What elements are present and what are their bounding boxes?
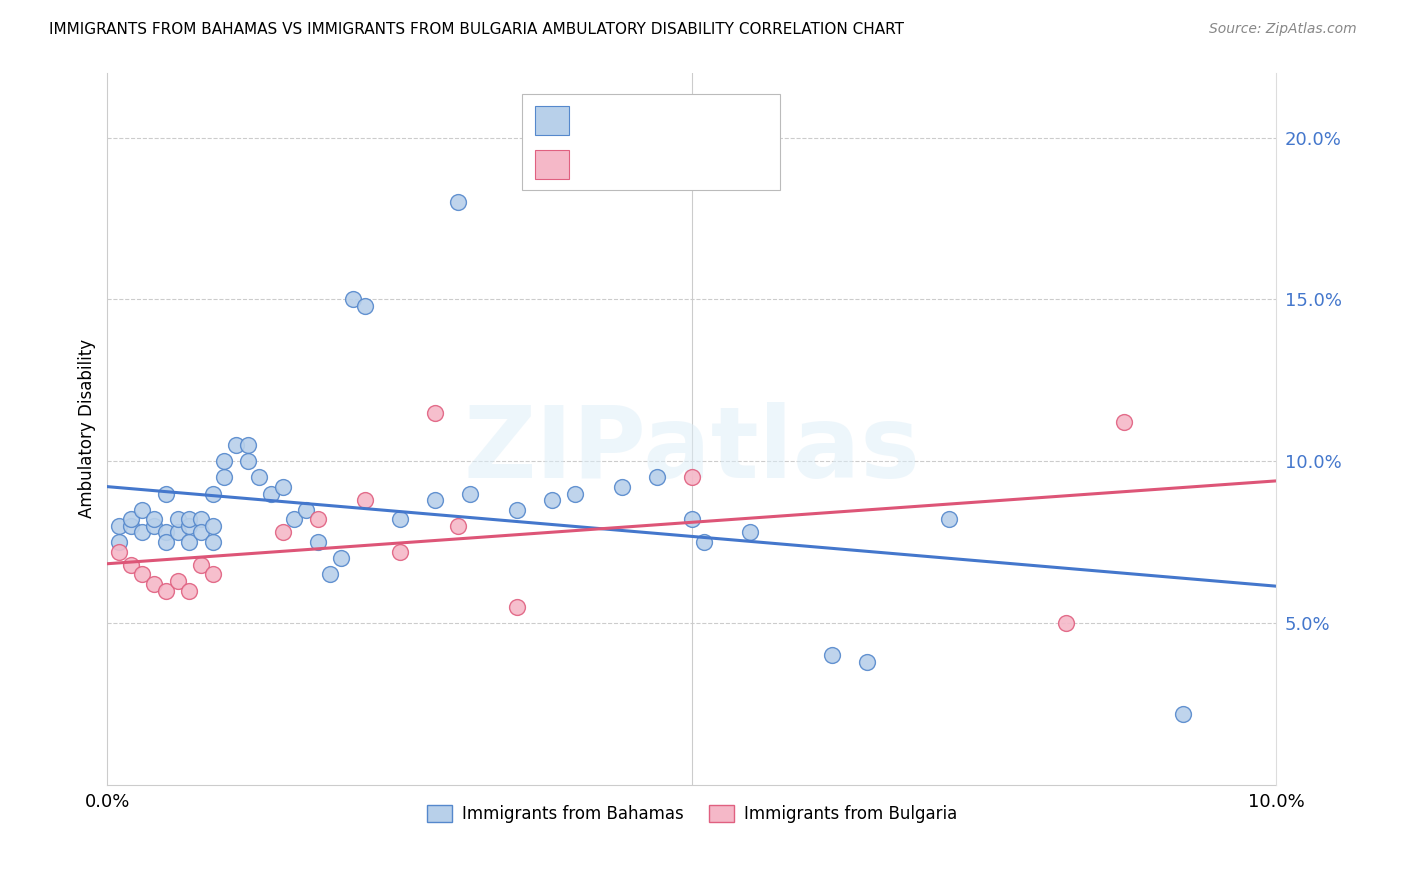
- Point: [388, 545, 411, 559]
- Point: [645, 470, 668, 484]
- Point: [692, 535, 714, 549]
- Point: [201, 486, 224, 500]
- Point: [190, 558, 212, 572]
- Point: [610, 480, 633, 494]
- Point: [179, 512, 201, 526]
- Point: [681, 512, 703, 526]
- Point: [447, 519, 470, 533]
- Point: [179, 535, 201, 549]
- Point: [131, 567, 153, 582]
- Point: [388, 512, 411, 526]
- Point: [131, 502, 153, 516]
- Point: [108, 545, 131, 559]
- Point: [155, 583, 177, 598]
- Point: [821, 648, 844, 663]
- Point: [143, 519, 166, 533]
- Point: [155, 486, 177, 500]
- Point: [342, 293, 364, 307]
- Point: [505, 502, 527, 516]
- Point: [108, 535, 131, 549]
- Point: [201, 535, 224, 549]
- Point: [938, 512, 960, 526]
- Point: [423, 406, 446, 420]
- Point: [201, 519, 224, 533]
- Point: [236, 454, 259, 468]
- Point: [120, 519, 142, 533]
- Point: [225, 438, 247, 452]
- Point: [155, 525, 177, 540]
- Point: [271, 480, 294, 494]
- Text: ZIPatlas: ZIPatlas: [464, 401, 921, 499]
- Point: [247, 470, 270, 484]
- Point: [131, 525, 153, 540]
- Point: [120, 512, 142, 526]
- Point: [190, 512, 212, 526]
- Point: [681, 470, 703, 484]
- Point: [155, 535, 177, 549]
- Point: [856, 655, 879, 669]
- Point: [179, 583, 201, 598]
- Point: [447, 195, 470, 210]
- Legend: Immigrants from Bahamas, Immigrants from Bulgaria: Immigrants from Bahamas, Immigrants from…: [420, 798, 963, 830]
- Point: [540, 493, 562, 508]
- Point: [283, 512, 305, 526]
- Point: [179, 519, 201, 533]
- Point: [271, 525, 294, 540]
- Point: [564, 486, 586, 500]
- Point: [505, 599, 527, 614]
- Point: [1114, 416, 1136, 430]
- Point: [166, 512, 188, 526]
- Point: [143, 512, 166, 526]
- Point: [260, 486, 283, 500]
- Text: Source: ZipAtlas.com: Source: ZipAtlas.com: [1209, 22, 1357, 37]
- Point: [1171, 706, 1194, 721]
- Point: [353, 299, 375, 313]
- Point: [214, 454, 236, 468]
- Point: [740, 525, 762, 540]
- Y-axis label: Ambulatory Disability: Ambulatory Disability: [79, 339, 96, 518]
- Point: [458, 486, 481, 500]
- Point: [318, 567, 340, 582]
- Point: [295, 502, 318, 516]
- Point: [236, 438, 259, 452]
- Point: [190, 525, 212, 540]
- Point: [201, 567, 224, 582]
- Point: [166, 525, 188, 540]
- Text: IMMIGRANTS FROM BAHAMAS VS IMMIGRANTS FROM BULGARIA AMBULATORY DISABILITY CORREL: IMMIGRANTS FROM BAHAMAS VS IMMIGRANTS FR…: [49, 22, 904, 37]
- Point: [214, 470, 236, 484]
- Point: [143, 577, 166, 591]
- Point: [1054, 615, 1077, 630]
- Point: [307, 535, 329, 549]
- Point: [108, 519, 131, 533]
- Point: [120, 558, 142, 572]
- Point: [353, 493, 375, 508]
- Point: [330, 551, 353, 566]
- Point: [166, 574, 188, 588]
- Point: [307, 512, 329, 526]
- Point: [423, 493, 446, 508]
